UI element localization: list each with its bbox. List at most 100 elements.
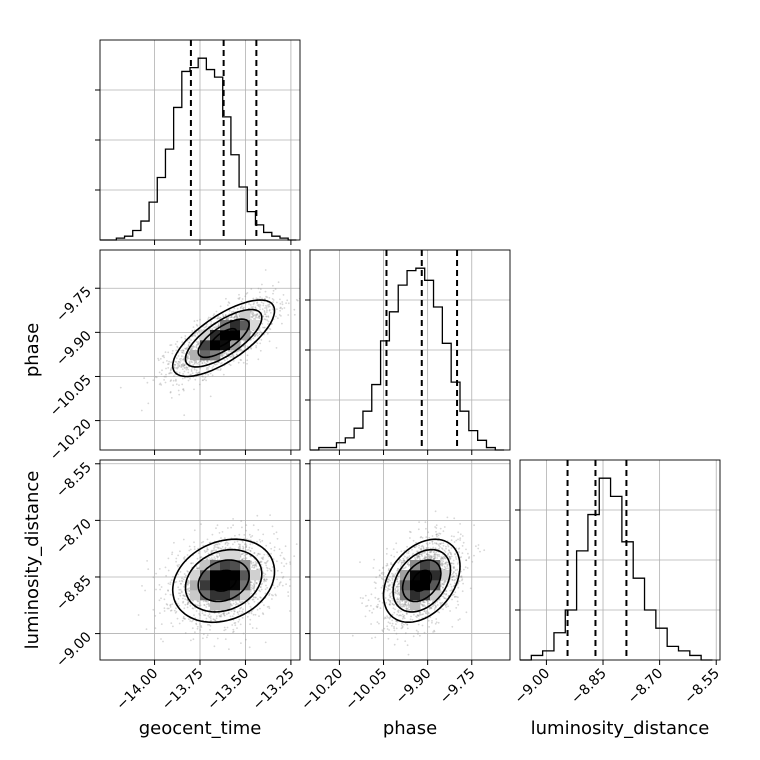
sample-point — [196, 333, 199, 335]
sample-point — [192, 346, 194, 348]
sample-point — [396, 585, 398, 588]
sample-point — [255, 313, 258, 316]
sample-point — [233, 613, 235, 615]
sample-point — [253, 596, 256, 599]
sample-point — [163, 610, 166, 612]
sample-point — [175, 610, 178, 613]
sample-point — [264, 326, 266, 329]
sample-point — [196, 625, 199, 628]
sample-point — [206, 360, 209, 363]
sample-point — [179, 360, 182, 362]
density-cell — [200, 580, 211, 591]
sample-point — [434, 553, 437, 556]
density-cell — [230, 590, 241, 601]
sample-point — [204, 551, 207, 553]
sample-point — [209, 395, 212, 398]
sample-point — [445, 590, 448, 593]
sample-point — [232, 543, 234, 546]
sample-point — [248, 546, 251, 549]
sample-point — [248, 612, 250, 615]
sample-point — [404, 602, 407, 605]
sample-point — [255, 596, 257, 599]
sample-point — [468, 557, 470, 559]
sample-point — [275, 315, 277, 318]
sample-point — [250, 612, 253, 615]
sample-point — [160, 597, 162, 600]
sample-point — [187, 588, 190, 590]
sample-point — [383, 617, 386, 620]
sample-point — [282, 575, 285, 578]
sample-point — [400, 561, 403, 564]
sample-point — [454, 553, 456, 556]
sample-point — [170, 379, 173, 382]
sample-point — [225, 317, 228, 320]
sample-point — [407, 556, 409, 559]
sample-point — [257, 287, 260, 290]
sample-point — [217, 322, 220, 325]
sample-point — [241, 558, 244, 561]
sample-point — [217, 556, 219, 558]
sample-point — [186, 606, 189, 609]
sample-point — [236, 611, 239, 614]
sample-point — [440, 591, 443, 593]
sample-point — [230, 610, 233, 612]
sample-point — [232, 631, 234, 633]
sample-point — [259, 296, 261, 298]
sample-point — [254, 334, 257, 336]
sample-point — [283, 558, 286, 561]
sample-point — [252, 306, 254, 308]
sample-point — [457, 596, 459, 599]
sample-point — [389, 595, 392, 598]
sample-point — [155, 588, 157, 591]
sample-point — [447, 553, 449, 556]
sample-point — [389, 579, 391, 582]
sample-point — [190, 562, 193, 565]
sample-point — [228, 309, 231, 312]
sample-point — [387, 581, 389, 584]
sample-point — [252, 315, 255, 317]
sample-point — [199, 360, 201, 363]
sample-point — [391, 572, 393, 575]
sample-point — [186, 599, 189, 601]
sample-point — [239, 547, 242, 550]
sample-point — [403, 559, 405, 562]
sample-point — [251, 316, 254, 319]
sample-point — [412, 635, 415, 638]
sample-point — [214, 619, 217, 622]
sample-point — [435, 606, 437, 609]
sample-point — [250, 536, 252, 538]
sample-point — [276, 537, 279, 540]
sample-point — [404, 566, 407, 569]
sample-point — [270, 594, 273, 596]
sample-point — [186, 599, 189, 601]
sample-point — [189, 605, 192, 607]
sample-point — [419, 634, 421, 637]
sample-point — [455, 607, 458, 609]
sample-point — [413, 613, 415, 616]
sample-point — [385, 553, 388, 555]
sample-point — [434, 510, 437, 513]
sample-point — [252, 598, 255, 601]
sample-point — [260, 583, 263, 586]
sample-point — [465, 611, 468, 614]
sample-point — [167, 557, 170, 560]
sample-point — [241, 553, 244, 555]
sample-point — [176, 346, 179, 349]
sample-point — [214, 546, 217, 548]
sample-point — [231, 354, 234, 356]
sample-point — [388, 578, 390, 581]
sample-point — [146, 560, 149, 562]
sample-point — [198, 371, 201, 373]
sample-point — [281, 322, 283, 325]
sample-point — [191, 620, 193, 623]
sample-point — [200, 556, 203, 558]
sample-point — [432, 558, 435, 561]
sample-point — [145, 628, 148, 631]
sample-point — [253, 585, 256, 587]
sample-point — [443, 549, 446, 552]
sample-point — [187, 602, 190, 604]
sample-point — [254, 307, 257, 310]
sample-point — [202, 637, 204, 640]
sample-point — [242, 361, 245, 364]
sample-point — [391, 581, 393, 584]
